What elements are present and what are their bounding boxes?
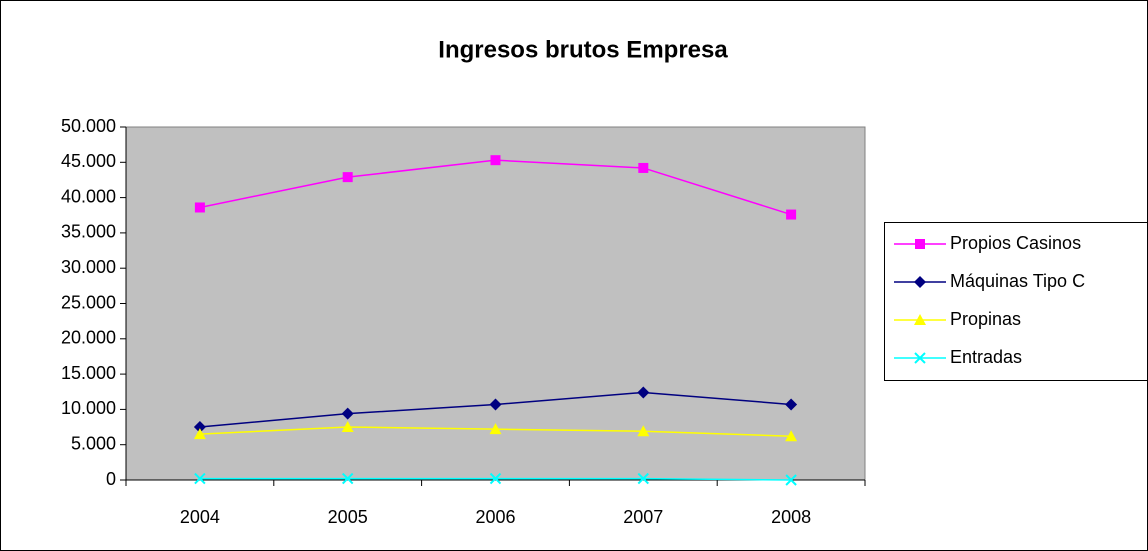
marker (490, 155, 501, 166)
x-tick-label: 2007 (623, 507, 663, 527)
marker (193, 428, 206, 440)
x-tick-label: 2008 (771, 507, 811, 527)
legend (884, 222, 1148, 381)
marker (489, 423, 502, 435)
legend-label: Propinas (950, 309, 1021, 329)
marker (915, 239, 925, 249)
plot-area (125, 126, 866, 481)
y-tick-label: 30.000 (61, 257, 116, 277)
y-tick-label: 15.000 (61, 363, 116, 383)
marker (786, 209, 797, 220)
y-tick-label: 45.000 (61, 151, 116, 171)
marker (341, 407, 354, 420)
marker (637, 386, 650, 399)
marker (341, 472, 354, 485)
x-tick-label: 2004 (180, 507, 220, 527)
marker (637, 472, 650, 485)
marker (914, 276, 926, 288)
marker (914, 314, 926, 325)
legend-label: Entradas (950, 347, 1022, 367)
marker (489, 398, 502, 411)
marker (341, 421, 354, 433)
marker (194, 202, 205, 213)
marker (193, 421, 206, 434)
y-tick-label: 20.000 (61, 328, 116, 348)
marker (638, 162, 649, 173)
y-tick-label: 5.000 (71, 433, 116, 453)
y-tick-label: 25.000 (61, 292, 116, 312)
marker (785, 398, 798, 411)
y-tick-label: 10.000 (61, 398, 116, 418)
legend-label: Máquinas Tipo C (950, 271, 1085, 291)
marker (194, 472, 206, 485)
y-tick-label: 40.000 (61, 186, 116, 206)
x-tick-label: 2005 (328, 507, 368, 527)
marker (489, 472, 502, 485)
marker (785, 430, 798, 442)
marker (342, 172, 353, 183)
y-tick-label: 0 (106, 469, 116, 489)
marker (785, 474, 797, 486)
y-tick-label: 35.000 (61, 222, 116, 242)
y-tick-label: 50.000 (61, 116, 116, 136)
marker (637, 425, 650, 437)
x-tick-label: 2006 (475, 507, 515, 527)
marker (914, 352, 926, 364)
chart-title: Ingresos brutos Empresa (438, 36, 728, 63)
legend-label: Propios Casinos (950, 233, 1081, 253)
